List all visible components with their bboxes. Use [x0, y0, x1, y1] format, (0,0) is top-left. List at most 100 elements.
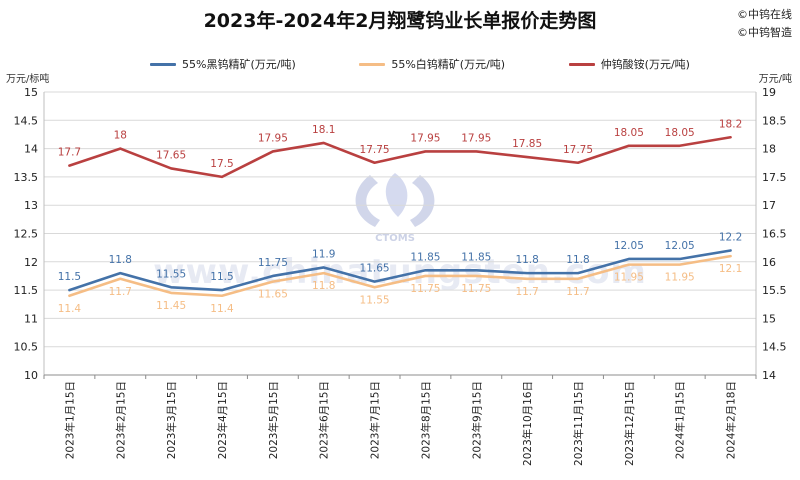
- data-label: 11.5: [58, 271, 81, 283]
- data-label: 11.7: [515, 286, 538, 298]
- data-label: 11.9: [312, 248, 335, 260]
- x-tick-label: 2023年8月15日: [419, 381, 432, 459]
- data-label: 11.7: [109, 286, 132, 298]
- legend-swatch-black-tungsten: [150, 62, 176, 66]
- series-line-black-tungsten: [68, 249, 732, 292]
- y-left-tick-label: 10: [24, 369, 38, 382]
- data-label: 18: [114, 130, 127, 142]
- x-tick-label: 2023年11月15日: [572, 381, 585, 466]
- y-right-tick-label: 19: [762, 86, 776, 99]
- x-tick-label: 2023年1月15日: [63, 381, 76, 459]
- data-label: 17.5: [210, 158, 233, 170]
- legend-label-white-tungsten: 55%白钨精矿(万元/吨): [391, 58, 506, 71]
- y-right-tick-label: 16.5: [762, 228, 787, 241]
- watermark-logo-text: CTOMS: [375, 233, 415, 244]
- data-label: 11.8: [566, 254, 589, 266]
- y-left-tick-label: 11.5: [14, 284, 39, 297]
- brand-label-zhongwu-smart: ©中钨智造: [737, 26, 792, 39]
- data-label: 11.8: [312, 280, 335, 292]
- data-label: 11.85: [410, 251, 440, 263]
- y-left-tick-label: 13: [24, 199, 38, 212]
- y-left-tick-label: 10.5: [14, 341, 39, 354]
- legend: 55%黑钨精矿(万元/吨) 55%白钨精矿(万元/吨) 仲钨酸铵(万元/吨): [150, 56, 690, 72]
- data-label: 11.65: [258, 289, 288, 301]
- x-tick-label: 2024年1月15日: [674, 381, 687, 459]
- x-tick-label: 2023年9月15日: [470, 381, 483, 459]
- x-tick-label: 2023年6月15日: [318, 381, 331, 459]
- chart-title: 2023年-2024年2月翔鹭钨业长单报价走势图: [203, 10, 597, 32]
- data-label: 12.05: [665, 240, 695, 252]
- legend-item-black-tungsten: 55%黑钨精矿(万元/吨): [150, 56, 296, 72]
- y-right-tick-label: 18: [762, 143, 776, 156]
- y-left-tick-label: 11: [24, 312, 38, 325]
- data-label: 11.65: [360, 263, 390, 275]
- watermark-logo: CTOMS: [355, 173, 435, 244]
- x-tick-label: 2023年2月15日: [114, 381, 127, 459]
- y-right-tick-label: 17: [762, 199, 776, 212]
- data-label: 17.65: [156, 149, 186, 161]
- y-right-tick-label: 18.5: [762, 114, 787, 127]
- legend-swatch-apt: [568, 62, 595, 66]
- y-right-tick-label: 16: [762, 256, 776, 269]
- y-right-tick-label: 14: [762, 369, 776, 382]
- data-label: 17.7: [58, 147, 81, 159]
- data-label: 11.5: [210, 271, 233, 283]
- data-label: 17.85: [512, 138, 542, 150]
- data-label: 12.05: [614, 240, 644, 252]
- data-label: 11.4: [210, 303, 234, 315]
- data-label: 11.95: [614, 272, 644, 284]
- data-label: 17.75: [360, 144, 390, 156]
- x-tick-label: 2023年7月15日: [369, 381, 382, 459]
- data-label: 11.7: [566, 286, 589, 298]
- y-right-tick-label: 15: [762, 312, 776, 325]
- data-label: 11.8: [109, 254, 132, 266]
- data-label: 11.75: [258, 257, 288, 269]
- series-line-apt: [68, 135, 732, 179]
- legend-swatch-white-tungsten: [359, 62, 386, 66]
- x-tick-label: 2023年10月16日: [521, 381, 534, 466]
- data-label: 17.95: [258, 132, 288, 144]
- data-label: 11.4: [58, 303, 82, 315]
- series-line-white-tungsten: [68, 254, 732, 298]
- brand-label-zhongwu-online: ©中钨在线: [737, 8, 792, 21]
- data-label: 17.95: [410, 132, 440, 144]
- y-left-tick-label: 13.5: [14, 171, 39, 184]
- legend-label-black-tungsten: 55%黑钨精矿(万元/吨): [182, 58, 296, 71]
- y-left-tick-label: 14: [24, 143, 38, 156]
- x-tick-label: 2023年3月15日: [165, 381, 178, 459]
- data-label: 11.8: [515, 254, 538, 266]
- data-label: 11.55: [360, 294, 390, 306]
- data-label: 12.1: [719, 263, 742, 275]
- right-axis-unit-label: 万元/吨: [758, 74, 792, 85]
- data-label: 11.45: [156, 300, 186, 312]
- x-tick-label: 2024年2月18日: [725, 381, 738, 459]
- legend-item-white-tungsten: 55%白钨精矿(万元/吨): [359, 56, 505, 72]
- left-axis-unit-label: 万元/标吨: [6, 74, 50, 85]
- y-left-tick-label: 14.5: [14, 114, 39, 127]
- data-label: 11.85: [461, 251, 491, 263]
- y-right-tick-label: 14.5: [762, 341, 787, 354]
- y-right-tick-label: 15.5: [762, 284, 787, 297]
- x-tick-label: 2023年4月15日: [216, 381, 229, 459]
- data-label: 11.95: [665, 272, 695, 284]
- data-label: 12.2: [719, 231, 742, 243]
- x-tick-label: 2023年5月15日: [267, 381, 280, 459]
- data-label: 11.75: [410, 283, 440, 295]
- data-label: 11.55: [156, 268, 186, 280]
- y-right-tick-label: 17.5: [762, 171, 787, 184]
- data-label: 18.2: [719, 118, 742, 130]
- data-label: 18.05: [614, 127, 644, 139]
- x-tick-label: 2023年12月15日: [623, 381, 636, 466]
- data-label: 17.95: [461, 132, 491, 144]
- y-left-tick-label: 12.5: [14, 228, 39, 241]
- legend-label-apt: 仲钨酸铵(万元/吨): [600, 58, 690, 71]
- legend-item-apt: 仲钨酸铵(万元/吨): [568, 56, 690, 72]
- y-left-tick-label: 12: [24, 256, 38, 269]
- data-label: 18.05: [665, 127, 695, 139]
- data-label: 11.75: [461, 283, 491, 295]
- data-label: 18.1: [312, 124, 335, 136]
- data-label: 17.75: [563, 144, 593, 156]
- y-left-tick-label: 15: [24, 86, 38, 99]
